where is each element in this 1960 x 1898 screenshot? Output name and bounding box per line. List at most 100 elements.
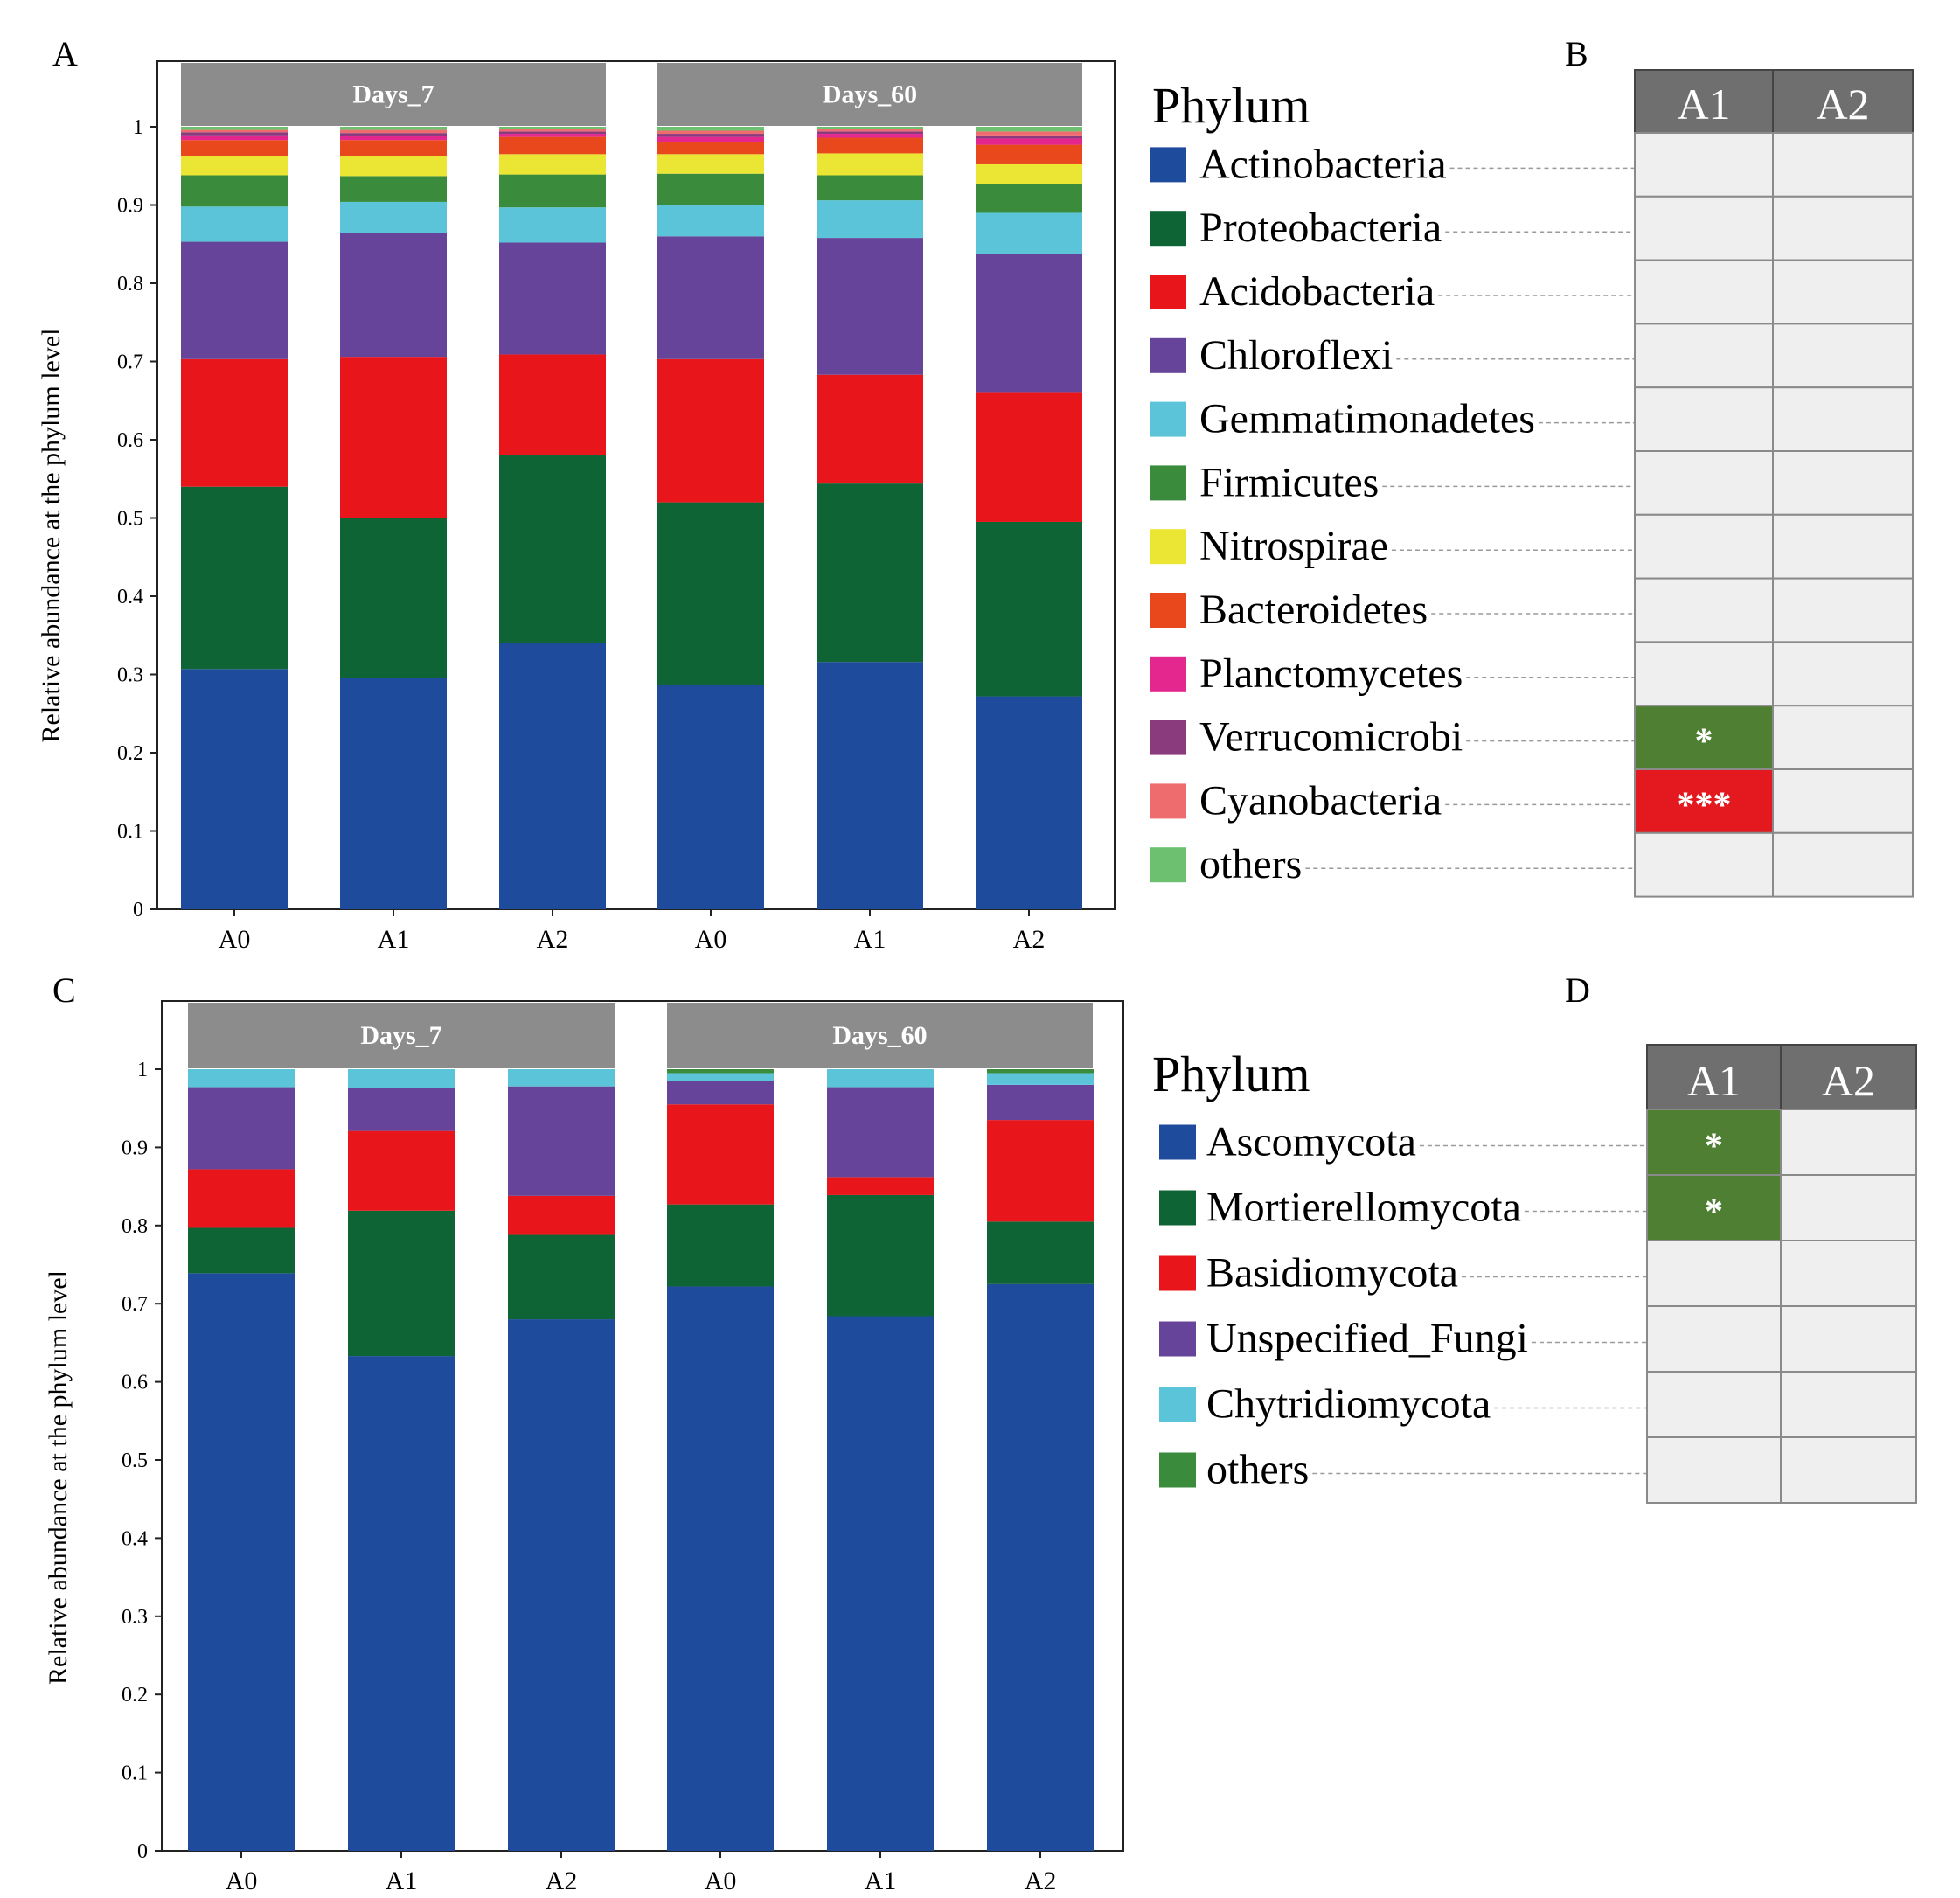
bar-segment xyxy=(340,201,447,233)
bar-segment xyxy=(817,483,923,663)
significance-cell xyxy=(1772,195,1914,261)
legend-swatch xyxy=(1150,401,1186,437)
table-header-label: A2 xyxy=(1816,80,1869,129)
bar-segment xyxy=(657,127,764,131)
x-tick-label: A1 xyxy=(378,925,410,954)
y-tick-label: 0.6 xyxy=(117,429,143,452)
significance-cell xyxy=(1634,705,1774,771)
bar-segment xyxy=(667,1204,774,1287)
table-header-label: A1 xyxy=(1687,1056,1741,1105)
plot-frame xyxy=(161,1000,1124,1852)
significance-cell xyxy=(1634,195,1774,261)
bar-segment xyxy=(976,521,1082,697)
bar-segment xyxy=(188,1273,295,1851)
significance-cell xyxy=(1634,831,1774,898)
bar-segment xyxy=(657,136,764,143)
bar-segment xyxy=(181,156,288,176)
legend-swatch xyxy=(1150,275,1186,309)
bar-segment xyxy=(188,1169,295,1228)
legend-label: others xyxy=(1206,1447,1309,1493)
bar-segment xyxy=(976,131,1082,136)
legend-entry: Gemmatimonadetes xyxy=(1150,386,1914,453)
y-tick-label: 0.8 xyxy=(122,1215,148,1238)
bar-segment xyxy=(181,486,288,670)
bar-segment xyxy=(181,241,288,359)
bar-segment xyxy=(181,175,288,207)
legend-entry: Actinobacteria xyxy=(1150,132,1914,198)
legend-swatch xyxy=(1150,593,1186,628)
bar-segment xyxy=(817,374,923,484)
x-tick-label: A2 xyxy=(537,925,569,954)
bar-segment xyxy=(348,1069,455,1088)
y-tick-label: 0.2 xyxy=(122,1684,148,1707)
bar-segment xyxy=(499,127,606,129)
legend-swatch xyxy=(1150,720,1186,755)
bar-segment xyxy=(987,1283,1094,1851)
bar-segment xyxy=(817,134,923,138)
legend-entry: Acidobacteria xyxy=(1150,259,1914,325)
significance-cell xyxy=(1780,1109,1917,1176)
y-tick-label: 0.3 xyxy=(117,664,143,687)
significance-cell xyxy=(1634,132,1774,198)
legend-entry: Firmicutes xyxy=(1150,450,1914,516)
y-tick-label: 0.7 xyxy=(117,351,143,374)
bar-segment xyxy=(976,184,1082,213)
legend-swatch xyxy=(1159,1321,1196,1357)
legend-swatch xyxy=(1159,1452,1196,1488)
bar-segment xyxy=(987,1084,1094,1121)
significance-cell xyxy=(1772,831,1914,898)
x-tick-label: A2 xyxy=(1013,925,1046,954)
legend-entry: Planctomycetes xyxy=(1150,641,1914,707)
legend-title: Phylum xyxy=(1152,1046,1310,1102)
bar-segment xyxy=(499,131,606,135)
legend-entry: Cyanobacteria *** xyxy=(1150,768,1914,834)
bar-segment xyxy=(667,1081,774,1105)
legend-entry: Mortierellomycota * xyxy=(1159,1174,1917,1241)
x-tick-label: A2 xyxy=(1025,1867,1057,1895)
significance-cell xyxy=(1646,1371,1782,1438)
legend-swatch xyxy=(1159,1124,1196,1160)
bar-segment xyxy=(508,1319,615,1851)
y-axis-label: Relative abundance at the phylum level xyxy=(44,1270,73,1685)
bar-segment xyxy=(657,205,764,237)
bar-segment xyxy=(827,1087,934,1178)
x-tick-label: A0 xyxy=(705,1867,737,1895)
legend-swatch xyxy=(1159,1387,1196,1422)
table-header-cell xyxy=(1772,69,1914,134)
bar-segment xyxy=(340,133,447,136)
legend-label: Verrucomicrobi xyxy=(1199,714,1463,761)
group-header-label: Days_7 xyxy=(352,80,434,109)
legend-swatch xyxy=(1150,211,1186,247)
significance-cell xyxy=(1772,513,1914,580)
bar-segment xyxy=(817,662,923,909)
panel-label-c: C xyxy=(52,970,76,1010)
bar-segment xyxy=(817,131,923,135)
bar-segment xyxy=(340,156,447,177)
group-header-bar xyxy=(667,1003,1093,1068)
panel-label-d: D xyxy=(1565,970,1590,1010)
legend-entry: Nitrospirae xyxy=(1150,513,1914,580)
y-tick-label: 0.7 xyxy=(122,1293,148,1316)
bar-segment xyxy=(181,132,288,136)
legend-swatch xyxy=(1150,529,1186,565)
x-tick-label: A0 xyxy=(219,925,251,954)
bar-segment xyxy=(499,207,606,243)
significance-cell xyxy=(1634,386,1774,453)
x-tick-label: A1 xyxy=(854,925,886,954)
significance-cell xyxy=(1780,1305,1917,1373)
significance-cell xyxy=(1772,259,1914,325)
significance-cell xyxy=(1772,386,1914,453)
y-tick-label: 0.6 xyxy=(122,1372,148,1394)
legend-label: Acidobacteria xyxy=(1199,268,1435,315)
bar-segment xyxy=(976,138,1082,145)
x-tick-label: A0 xyxy=(226,1867,258,1895)
significance-cell xyxy=(1780,1436,1917,1504)
bar-segment xyxy=(340,176,447,202)
chart-c: Days_7 Days_60 A0 A1 A2 A0 A1 A2 0 0.1 0.2 0.3 0.4 0.… xyxy=(44,1000,1124,1895)
legend-label: Bacteroidetes xyxy=(1199,587,1428,633)
significance-cell xyxy=(1772,450,1914,516)
legend-label: others xyxy=(1199,841,1302,887)
significance-cell xyxy=(1634,259,1774,325)
legend-table-b: Phylum A1 A2 Actinobacteria Proteobacteria Ac… xyxy=(1150,69,1914,898)
